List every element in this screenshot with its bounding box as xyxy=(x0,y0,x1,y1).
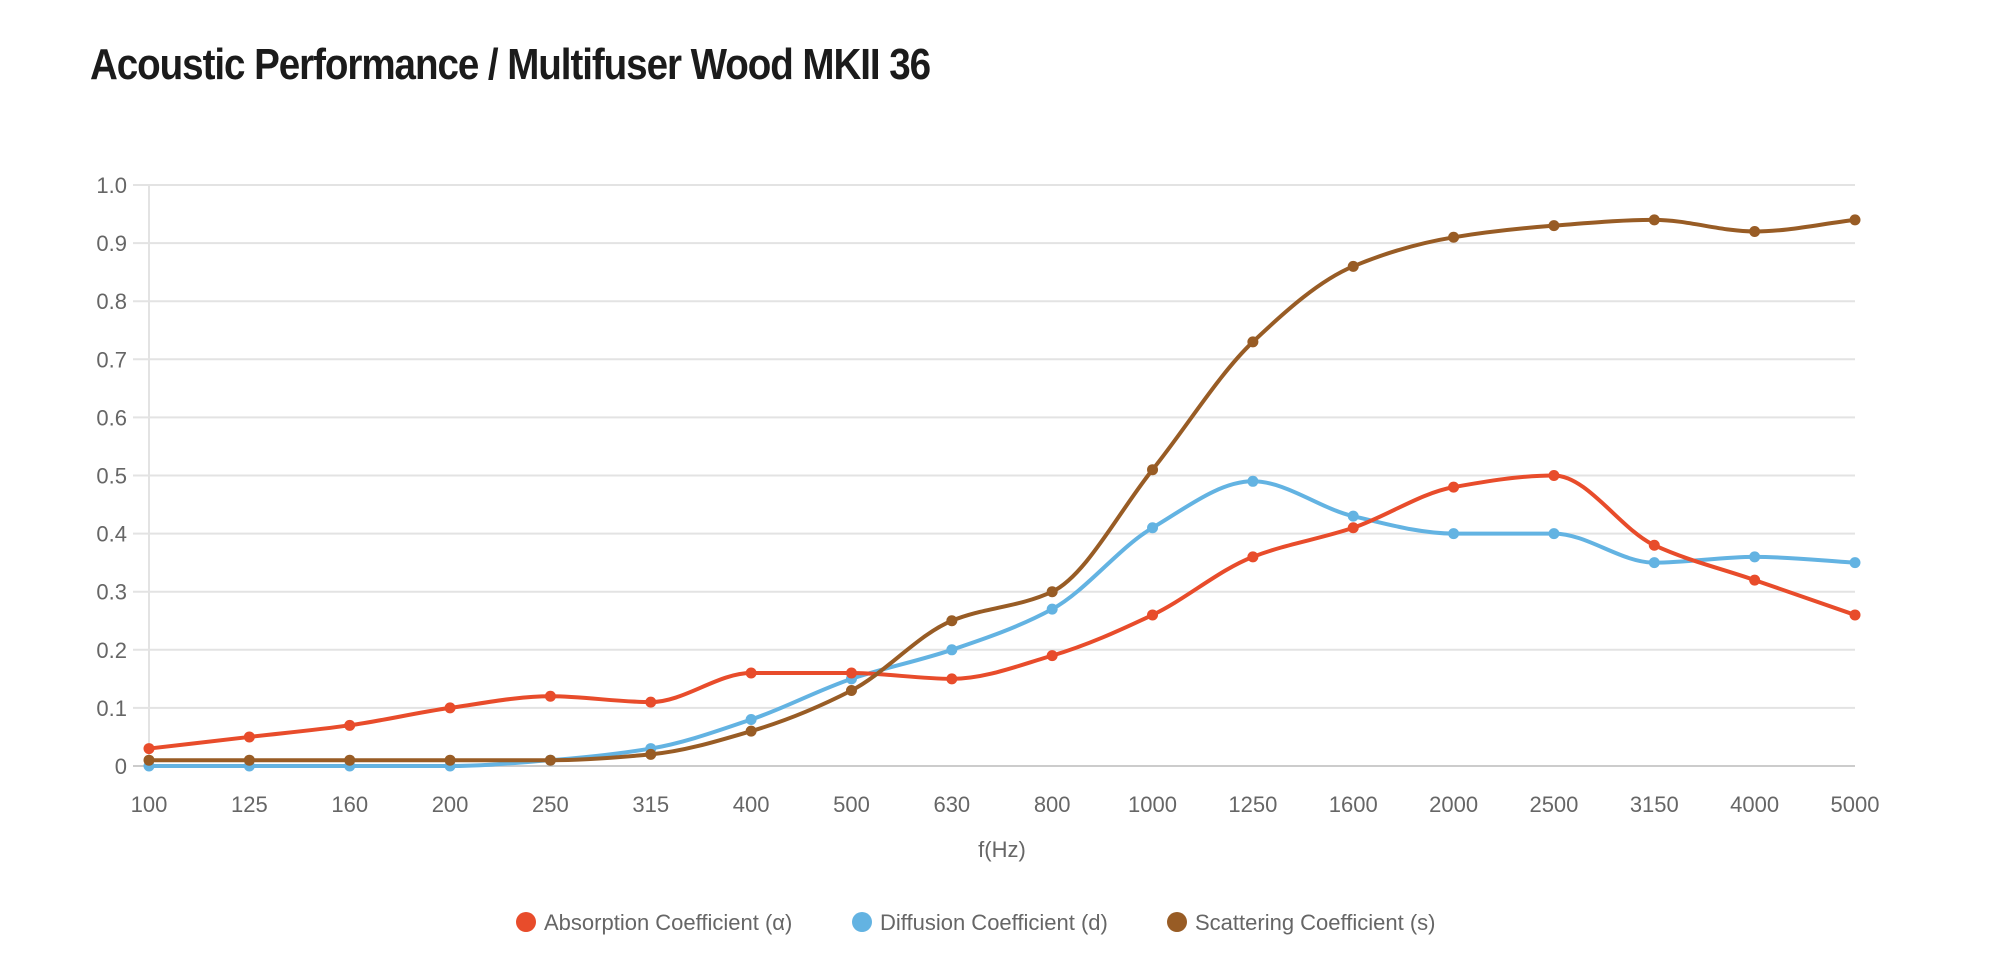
y-tick-label: 0.9 xyxy=(96,231,127,256)
data-point[interactable] xyxy=(946,673,958,685)
y-tick-label: 0 xyxy=(115,754,127,779)
data-point[interactable] xyxy=(946,644,958,656)
series-lines xyxy=(143,214,1861,772)
legend-marker-icon xyxy=(852,912,872,932)
legend-item[interactable]: Diffusion Coefficient (d) xyxy=(852,910,1108,935)
data-point[interactable] xyxy=(143,743,155,755)
data-point[interactable] xyxy=(1247,336,1259,348)
x-tick-label: 315 xyxy=(632,792,669,817)
data-point[interactable] xyxy=(1448,231,1460,243)
data-point[interactable] xyxy=(1648,557,1660,569)
y-tick-label: 0.5 xyxy=(96,464,127,489)
x-tick-label: 5000 xyxy=(1831,792,1880,817)
y-tick-label: 0.8 xyxy=(96,289,127,314)
data-point[interactable] xyxy=(745,667,757,679)
data-point[interactable] xyxy=(444,754,456,766)
data-point[interactable] xyxy=(1749,551,1761,563)
series-2 xyxy=(143,214,1861,766)
x-tick-label: 500 xyxy=(833,792,870,817)
legend-marker-icon xyxy=(1167,912,1187,932)
y-tick-label: 0.7 xyxy=(96,347,127,372)
x-axis-title: f(Hz) xyxy=(978,837,1026,862)
data-point[interactable] xyxy=(946,615,958,627)
data-point[interactable] xyxy=(1648,214,1660,226)
x-tick-label: 4000 xyxy=(1730,792,1779,817)
y-tick-label: 0.1 xyxy=(96,696,127,721)
x-tick-label: 250 xyxy=(532,792,569,817)
data-point[interactable] xyxy=(1849,214,1861,226)
data-point[interactable] xyxy=(544,754,556,766)
data-point[interactable] xyxy=(1448,481,1460,493)
y-tick-label: 0.2 xyxy=(96,638,127,663)
data-point[interactable] xyxy=(1046,586,1058,598)
data-point[interactable] xyxy=(1147,609,1159,621)
y-axis-ticks: 0 0.1 0.2 0.3 0.4 0.5 0.6 0.7 0.8 0.9 1.0 xyxy=(96,173,127,779)
data-point[interactable] xyxy=(243,731,255,743)
x-tick-label: 200 xyxy=(432,792,469,817)
y-tick-label: 1.0 xyxy=(96,173,127,198)
x-tick-label: 2500 xyxy=(1529,792,1578,817)
x-tick-label: 2000 xyxy=(1429,792,1478,817)
x-tick-label: 630 xyxy=(933,792,970,817)
data-point[interactable] xyxy=(1347,522,1359,534)
data-point[interactable] xyxy=(1849,609,1861,621)
x-tick-label: 160 xyxy=(331,792,368,817)
data-point[interactable] xyxy=(1347,510,1359,522)
data-point[interactable] xyxy=(243,754,255,766)
data-point[interactable] xyxy=(845,667,857,679)
data-point[interactable] xyxy=(1147,464,1159,476)
data-point[interactable] xyxy=(1448,528,1460,540)
data-point[interactable] xyxy=(1548,470,1560,481)
series-1 xyxy=(143,475,1861,772)
data-point[interactable] xyxy=(444,702,456,714)
x-tick-label: 100 xyxy=(131,792,168,817)
data-point[interactable] xyxy=(544,690,556,702)
x-tick-label: 1250 xyxy=(1228,792,1277,817)
legend-item[interactable]: Scattering Coefficient (s) xyxy=(1167,910,1435,935)
data-point[interactable] xyxy=(1648,539,1660,551)
series-0 xyxy=(143,470,1861,755)
data-point[interactable] xyxy=(1749,225,1761,237)
y-tick-label: 0.6 xyxy=(96,405,127,430)
data-point[interactable] xyxy=(344,754,356,766)
data-point[interactable] xyxy=(1247,475,1259,487)
x-tick-label: 125 xyxy=(231,792,268,817)
data-point[interactable] xyxy=(745,725,757,737)
legend-marker-icon xyxy=(516,912,536,932)
series-line xyxy=(147,479,1857,768)
y-tick-label: 0.4 xyxy=(96,522,127,547)
data-point[interactable] xyxy=(143,754,155,766)
data-point[interactable] xyxy=(344,719,356,731)
legend-label: Absorption Coefficient (α) xyxy=(544,910,792,935)
x-axis-ticks: 100 125 160 200 250 315 400 500 630 800 1000 1250 16… xyxy=(131,792,1880,817)
data-point[interactable] xyxy=(1347,260,1359,272)
data-point[interactable] xyxy=(1548,220,1560,232)
data-point[interactable] xyxy=(1849,557,1861,569)
series-line xyxy=(147,473,1857,751)
legend-label: Scattering Coefficient (s) xyxy=(1195,910,1435,935)
data-point[interactable] xyxy=(1548,528,1560,540)
x-tick-label: 1600 xyxy=(1329,792,1378,817)
data-point[interactable] xyxy=(1749,574,1761,586)
data-point[interactable] xyxy=(1046,603,1058,615)
legend-item[interactable]: Absorption Coefficient (α) xyxy=(516,910,792,935)
x-tick-label: 800 xyxy=(1034,792,1071,817)
data-point[interactable] xyxy=(1147,522,1159,534)
x-tick-label: 3150 xyxy=(1630,792,1679,817)
data-point[interactable] xyxy=(645,748,657,760)
legend: Absorption Coefficient (α) Diffusion Coef… xyxy=(516,910,1435,935)
data-point[interactable] xyxy=(1247,551,1259,563)
legend-label: Diffusion Coefficient (d) xyxy=(880,910,1108,935)
chart-title: Acoustic Performance / Multifuser Wood M… xyxy=(90,40,931,89)
gridlines xyxy=(133,184,1855,767)
data-point[interactable] xyxy=(1046,650,1058,662)
y-tick-label: 0.3 xyxy=(96,580,127,605)
data-point[interactable] xyxy=(645,696,657,708)
x-tick-label: 1000 xyxy=(1128,792,1177,817)
data-point[interactable] xyxy=(745,714,757,726)
data-point[interactable] xyxy=(845,684,857,696)
x-tick-label: 400 xyxy=(733,792,770,817)
